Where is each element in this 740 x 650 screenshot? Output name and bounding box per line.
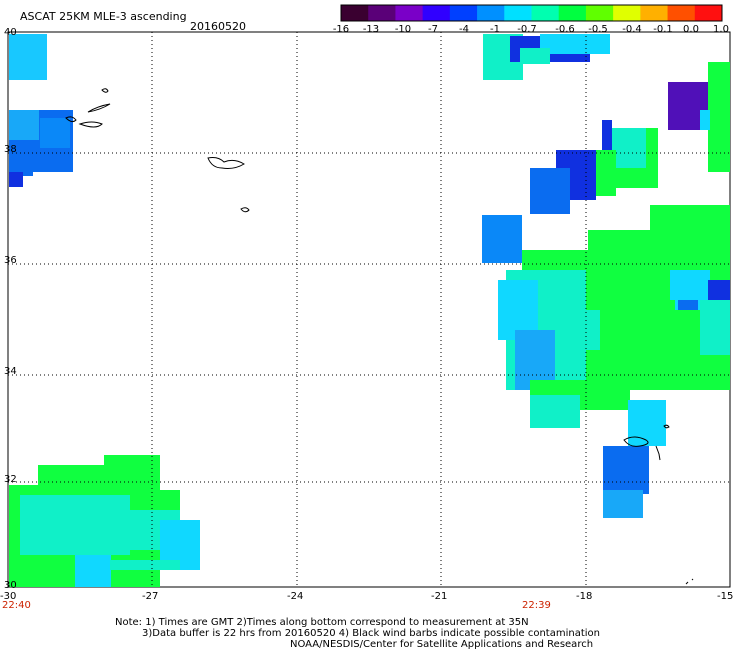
colorbar-segment: [531, 5, 560, 21]
colorbar-segment: [558, 5, 587, 21]
product-title: ASCAT 25KM MLE-3 ascending: [20, 10, 187, 23]
colorbar-segment: [449, 5, 478, 21]
colorbar-segment: [395, 5, 424, 21]
colorbar-label-7: -0.6: [555, 24, 575, 35]
colorbar-segment: [341, 5, 369, 21]
colorbar-label-3: -7: [428, 24, 438, 35]
lat-label-36: 36: [4, 255, 17, 266]
lon-label-18: -18: [576, 591, 593, 602]
date-label: 20160520: [190, 20, 246, 33]
lat-label-32: 32: [4, 474, 17, 485]
colorbar-label-10: -0.1: [653, 24, 673, 35]
colorbar-segment: [477, 5, 505, 21]
swath-right: [482, 34, 730, 518]
lat-label-34: 34: [4, 366, 17, 377]
lon-label-21: -21: [431, 591, 448, 602]
lat-label-38: 38: [4, 144, 17, 155]
colorbar-segment: [504, 5, 532, 21]
time-right: 22:39: [522, 600, 551, 611]
colorbar-segment: [640, 5, 669, 21]
colorbar-segment: [368, 5, 396, 21]
colorbar-label-5: -1: [490, 24, 500, 35]
lat-label-40: 40: [4, 27, 17, 38]
colorbar: [340, 4, 723, 22]
lon-label-30: -30: [0, 591, 17, 602]
colorbar-label-4: -4: [459, 24, 469, 35]
colorbar-label-9: -0.4: [622, 24, 642, 35]
colorbar-segment: [667, 5, 696, 21]
grid-lines: [8, 32, 730, 587]
swath-bottom-left: [9, 455, 200, 587]
colorbar-segment: [422, 5, 451, 21]
lon-label-24: -24: [287, 591, 304, 602]
lat-label-30: 30: [4, 580, 17, 591]
colorbar-segment: [585, 5, 614, 21]
colorbar-label-6: -0.7: [517, 24, 537, 35]
colorbar-label-1: -13: [362, 24, 380, 35]
colorbar-border: [340, 4, 723, 22]
lon-label-27: -27: [142, 591, 159, 602]
colorbar-segment: [613, 5, 641, 21]
colorbar-segment: [694, 5, 723, 21]
colorbar-label-0: -16: [332, 24, 350, 35]
footer-note-1: Note: 1) Times are GMT 2)Times along bot…: [115, 617, 529, 628]
time-left: 22:40: [2, 600, 31, 611]
swath-top-left: [9, 34, 73, 187]
footer-note-2: 3)Data buffer is 22 hrs from 20160520 4)…: [142, 628, 600, 639]
footer-credit: NOAA/NESDIS/Center for Satellite Applica…: [290, 639, 594, 650]
colorbar-label-8: -0.5: [588, 24, 608, 35]
colorbar-label-12: 1.0: [713, 24, 729, 35]
lon-label-15: -15: [717, 591, 734, 602]
colorbar-label-2: -10: [394, 24, 412, 35]
island-outlines: [65, 88, 694, 585]
colorbar-label-11: 0.0: [683, 24, 699, 35]
